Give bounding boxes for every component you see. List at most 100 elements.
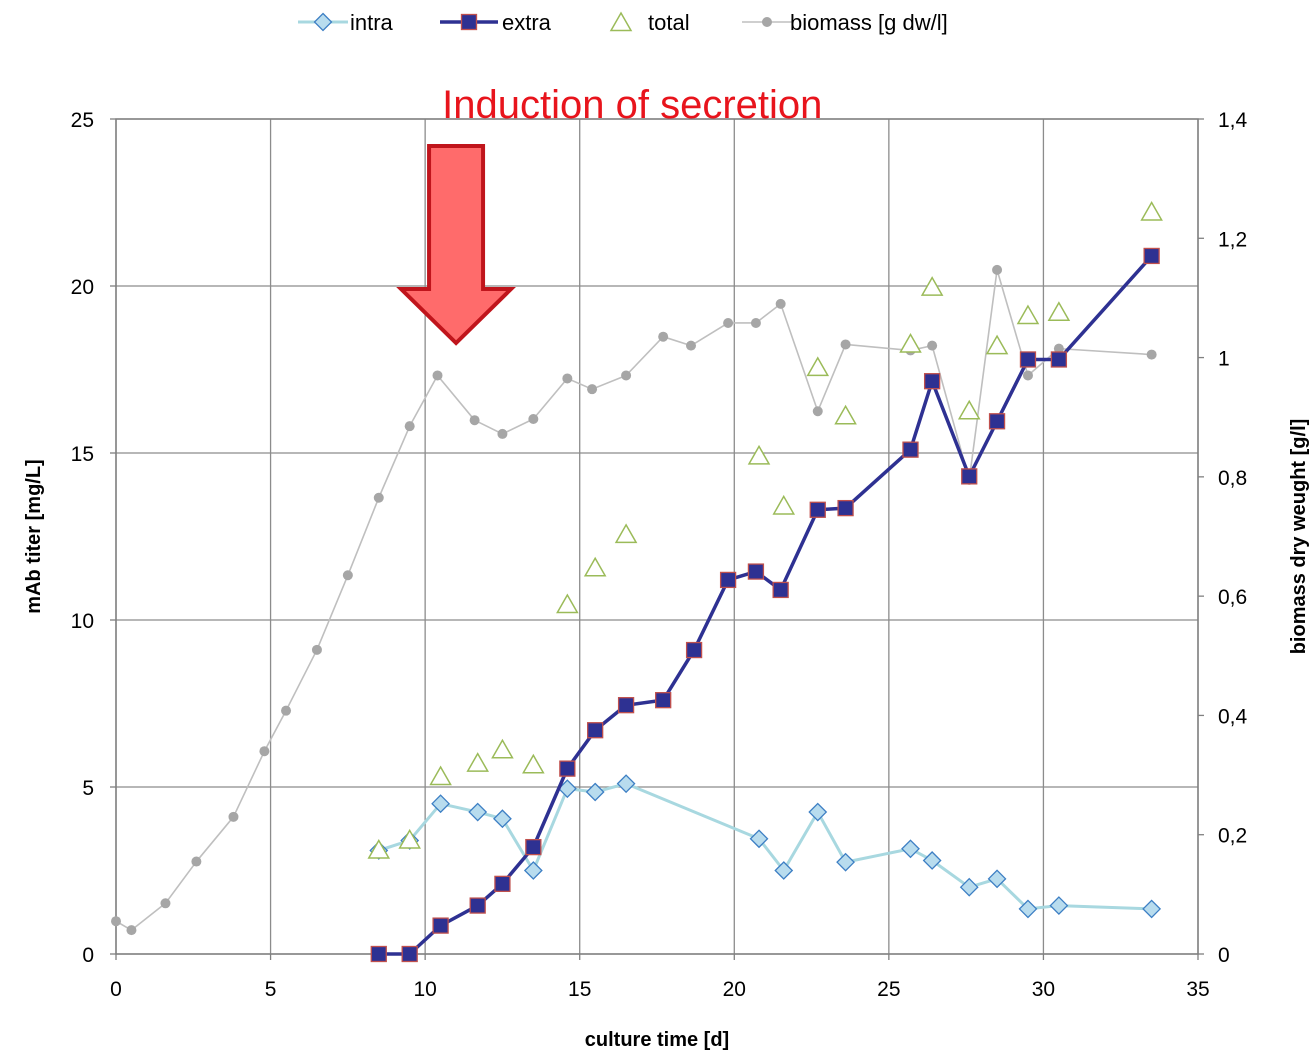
point-biomass xyxy=(1053,343,1064,354)
y-tick-label: 20 xyxy=(71,276,94,299)
point-extra xyxy=(923,373,941,390)
x-tick-label: 25 xyxy=(877,978,900,1001)
point-intra xyxy=(901,839,920,859)
point-biomass xyxy=(528,414,539,425)
point-intra xyxy=(987,869,1007,889)
point-total xyxy=(1016,304,1040,325)
point-biomass xyxy=(191,856,202,867)
induction-arrow-icon xyxy=(396,144,516,346)
legend-item-total: total xyxy=(609,10,690,35)
point-extra xyxy=(655,692,672,709)
legend-marker-biomass xyxy=(762,17,772,27)
point-biomass xyxy=(562,373,573,384)
y-tick-label: 0 xyxy=(82,944,94,967)
point-total xyxy=(899,332,922,353)
point-intra xyxy=(808,802,828,822)
point-total xyxy=(522,753,545,774)
legend-marker-extra xyxy=(460,13,478,31)
legend-item-intra: intra xyxy=(298,10,394,35)
y2-tick-label: 0,4 xyxy=(1218,705,1248,728)
y-tick-label: 25 xyxy=(71,109,94,132)
point-total xyxy=(367,838,391,859)
point-total xyxy=(957,399,981,420)
x-tick-label: 10 xyxy=(413,978,436,1001)
y2-tick-label: 0,8 xyxy=(1218,467,1247,490)
point-biomass xyxy=(404,421,415,432)
annotation: Induction of secretion xyxy=(396,83,822,346)
y2-tick-label: 1,4 xyxy=(1218,109,1248,132)
series-layer xyxy=(111,201,1163,963)
point-total xyxy=(772,494,796,515)
point-intra xyxy=(585,782,605,802)
point-intra xyxy=(431,794,451,814)
y2-tick-label: 1,2 xyxy=(1218,228,1247,251)
point-biomass xyxy=(1022,370,1033,381)
x-tick-label: 15 xyxy=(568,978,591,1001)
legend-label-biomass: biomass [g dw/l] xyxy=(790,10,948,35)
legend-item-biomass: biomass [g dw/l] xyxy=(742,10,948,35)
point-total xyxy=(1140,201,1163,221)
point-total xyxy=(429,765,452,786)
y2-tick-label: 0,6 xyxy=(1218,586,1247,609)
x-tick-label: 35 xyxy=(1186,978,1209,1001)
point-extra xyxy=(587,722,604,739)
point-total xyxy=(920,276,944,296)
y2-tick-labels: 0 0,2 0,4 0,6 0,8 1 1,2 1,4 xyxy=(1218,109,1248,967)
point-total xyxy=(985,334,1009,355)
point-intra xyxy=(774,861,794,880)
point-biomass xyxy=(750,317,761,328)
point-biomass xyxy=(621,370,632,381)
series-biomass xyxy=(111,264,1157,936)
point-extra xyxy=(432,917,449,934)
point-intra xyxy=(616,774,636,794)
gridlines xyxy=(115,118,1199,955)
point-biomass xyxy=(723,317,734,328)
point-extra xyxy=(685,641,703,659)
x-tick-label: 30 xyxy=(1032,978,1055,1001)
point-extra xyxy=(961,468,978,485)
point-intra xyxy=(836,852,855,872)
annotation-text: Induction of secretion xyxy=(442,83,822,127)
point-biomass xyxy=(160,898,171,909)
y-tick-label: 10 xyxy=(71,610,94,633)
point-extra xyxy=(469,897,486,914)
legend-label-intra: intra xyxy=(350,10,394,35)
point-biomass xyxy=(469,415,480,426)
point-extra xyxy=(719,571,737,589)
point-intra xyxy=(959,877,979,897)
point-extra xyxy=(494,875,511,893)
x-tick-label: 20 xyxy=(723,978,746,1001)
point-biomass xyxy=(281,705,292,716)
point-total xyxy=(491,738,514,759)
axis-ticks xyxy=(110,118,1204,960)
point-total xyxy=(583,556,607,577)
y2-axis-label: biomass dry weught [g/l] xyxy=(1288,419,1310,655)
point-extra xyxy=(525,838,542,856)
point-biomass xyxy=(840,339,851,350)
point-intra xyxy=(468,802,488,822)
point-biomass xyxy=(373,492,384,503)
point-intra xyxy=(1049,896,1069,915)
legend-label-total: total xyxy=(648,10,690,35)
point-total xyxy=(556,593,579,614)
legend: intra extra total biomass [g dw/l] xyxy=(298,10,948,35)
point-extra xyxy=(1019,351,1037,368)
x-axis-label: culture time [d] xyxy=(585,1029,729,1051)
point-extra xyxy=(988,413,1006,430)
point-intra xyxy=(922,851,942,870)
point-biomass xyxy=(992,264,1003,275)
point-total xyxy=(614,523,638,544)
y-axis-label: mAb titer [mg/L] xyxy=(23,459,45,613)
point-biomass xyxy=(311,644,322,655)
y-tick-label: 15 xyxy=(71,443,94,466)
y2-tick-label: 1 xyxy=(1218,348,1230,371)
y2-tick-label: 0,2 xyxy=(1218,825,1247,848)
x-tick-labels: 0 5 10 15 20 25 30 35 xyxy=(110,978,1210,1001)
point-biomass xyxy=(686,340,697,351)
point-biomass xyxy=(126,925,137,936)
point-total xyxy=(834,404,857,425)
y-tick-label: 5 xyxy=(82,777,94,800)
point-intra xyxy=(523,861,543,880)
point-intra xyxy=(1018,899,1038,919)
point-extra xyxy=(370,945,387,963)
